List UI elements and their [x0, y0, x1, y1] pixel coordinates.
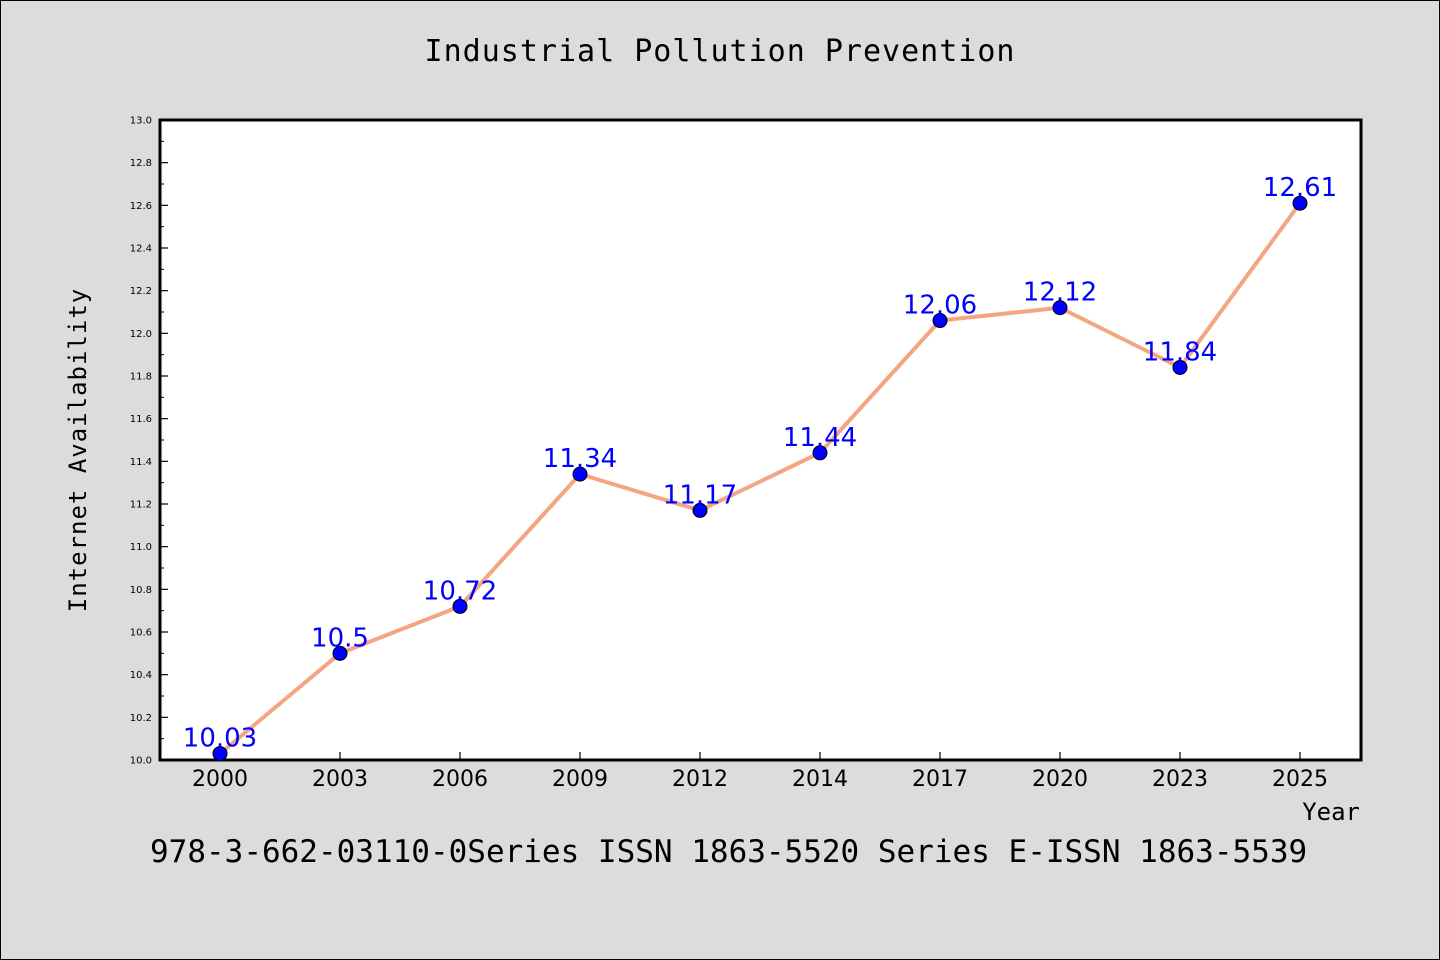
series-lines	[218, 201, 1302, 756]
y-tick-label: 10.8	[130, 585, 152, 596]
y-tick-label: 10.4	[130, 670, 152, 681]
y-tick-label: 11.8	[130, 372, 152, 383]
x-tick-label: 2017	[912, 767, 968, 792]
x-tick-label: 2012	[672, 767, 728, 792]
data-point	[212, 746, 228, 762]
y-tick-label: 12.2	[130, 286, 152, 297]
data-markers	[212, 195, 1308, 762]
data-point	[1052, 300, 1068, 316]
x-tick-label: 2009	[552, 767, 608, 792]
x-tick-label: 2003	[312, 767, 368, 792]
data-point	[692, 502, 708, 518]
y-tick-label: 12.8	[130, 158, 152, 169]
data-label: 12.61	[1263, 173, 1337, 203]
plot-area	[158, 118, 1363, 762]
data-label: 10.03	[183, 724, 257, 754]
y-tick-label: 12.6	[130, 201, 152, 212]
data-label: 12.12	[1023, 278, 1097, 308]
data-point	[572, 466, 588, 482]
y-axis: 10.0 10.2 10.4 10.6 10.8 11.0 11.2 11.4 11.6 11.8…	[130, 116, 168, 767]
y-tick-label: 10.6	[130, 628, 152, 639]
x-tick-label: 2023	[1152, 767, 1208, 792]
x-tick-label: 2006	[432, 767, 488, 792]
y-tick-label: 10.0	[130, 756, 152, 767]
data-point	[1172, 359, 1188, 375]
y-tick-label: 11.0	[130, 542, 152, 553]
y-axis-label: Internet Availability	[64, 288, 92, 612]
data-label: 10.5	[311, 623, 369, 653]
data-label: 10.72	[423, 576, 497, 606]
y-tick-label: 11.4	[130, 457, 152, 468]
y-tick-label: 11.6	[130, 414, 152, 425]
series-line	[218, 201, 1302, 756]
chart-title: Industrial Pollution Prevention	[424, 34, 1016, 69]
y-tick-label: 13.0	[130, 116, 152, 127]
data-point	[1292, 195, 1308, 211]
y-tick-label: 10.2	[130, 713, 152, 724]
data-point	[452, 598, 468, 614]
x-tick-label: 2014	[792, 767, 848, 792]
data-point	[932, 313, 948, 329]
data-point	[812, 445, 828, 461]
y-tick-label: 12.4	[130, 244, 152, 255]
x-axis: 2000 2003 2006 2009 2012 2014 2017 2020 2023 2025	[192, 752, 1328, 792]
data-labels: 10.03 10.5 10.72 11.34 11.17 11.44 12.06 12.12 1…	[183, 173, 1337, 753]
x-tick-label: 2025	[1272, 767, 1328, 792]
footer-note: 978-3-662-03110-0Series ISSN 1863-5520 S…	[150, 834, 1308, 870]
x-tick-label: 2000	[192, 767, 248, 792]
data-label: 11.44	[783, 423, 857, 453]
x-axis-label: Year	[1302, 798, 1360, 826]
y-tick-label: 12.0	[130, 329, 152, 340]
data-label: 11.17	[663, 480, 737, 510]
x-tick-label: 2020	[1032, 767, 1088, 792]
data-label: 11.34	[543, 444, 617, 474]
data-point	[332, 645, 348, 661]
y-tick-label: 11.2	[130, 500, 152, 511]
data-label: 11.84	[1143, 337, 1217, 367]
data-label: 12.06	[903, 291, 977, 321]
